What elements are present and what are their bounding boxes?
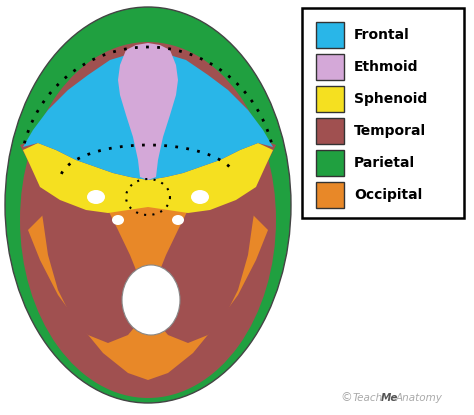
Ellipse shape (5, 7, 291, 403)
Text: Frontal: Frontal (354, 28, 410, 42)
Text: Me: Me (381, 393, 398, 403)
FancyBboxPatch shape (316, 22, 344, 48)
Text: ©: © (340, 391, 352, 405)
Text: Temporal: Temporal (354, 124, 426, 138)
Polygon shape (23, 143, 273, 213)
Polygon shape (20, 140, 143, 343)
Ellipse shape (122, 265, 180, 335)
FancyBboxPatch shape (302, 8, 464, 218)
FancyBboxPatch shape (316, 118, 344, 144)
Polygon shape (28, 193, 268, 380)
Polygon shape (153, 140, 276, 343)
Text: Anatomy: Anatomy (396, 393, 443, 403)
Polygon shape (118, 43, 178, 180)
Ellipse shape (87, 190, 105, 204)
FancyBboxPatch shape (316, 182, 344, 208)
FancyBboxPatch shape (316, 86, 344, 112)
Polygon shape (23, 50, 273, 180)
Text: Parietal: Parietal (354, 156, 415, 170)
Ellipse shape (20, 42, 276, 398)
Text: Occipital: Occipital (354, 188, 422, 202)
Ellipse shape (191, 190, 209, 204)
FancyBboxPatch shape (316, 150, 344, 176)
FancyBboxPatch shape (316, 54, 344, 80)
Ellipse shape (172, 215, 184, 225)
Text: Teach: Teach (353, 393, 383, 403)
Ellipse shape (112, 215, 124, 225)
Text: Ethmoid: Ethmoid (354, 60, 419, 74)
Text: Sphenoid: Sphenoid (354, 92, 427, 106)
